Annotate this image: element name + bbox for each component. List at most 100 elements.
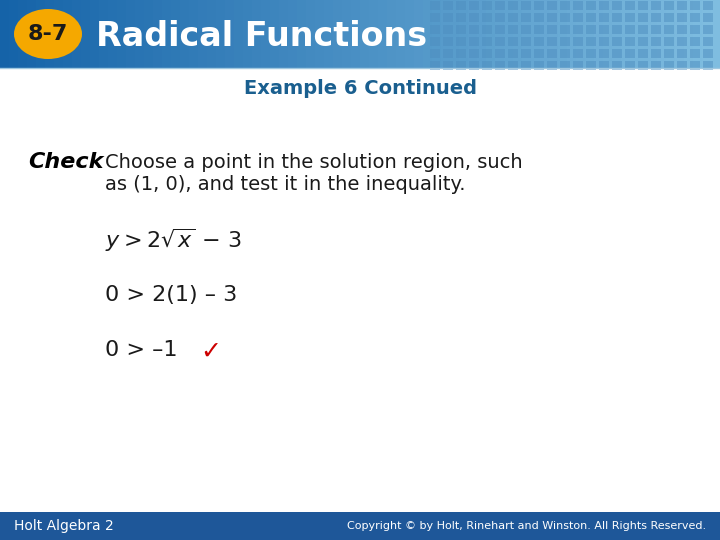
Bar	[690, 13, 700, 22]
Bar	[189, 0, 199, 68]
Bar	[468, 0, 478, 68]
Bar	[0, 512, 720, 540]
Bar	[573, 49, 583, 58]
Bar	[456, 25, 466, 34]
Bar	[414, 0, 424, 68]
Bar	[560, 37, 570, 46]
Bar	[558, 0, 568, 68]
Bar	[612, 1, 622, 10]
Bar	[651, 1, 661, 10]
Bar	[495, 13, 505, 22]
Bar	[443, 49, 453, 58]
Bar	[90, 0, 100, 68]
Bar	[521, 61, 531, 70]
Bar	[664, 25, 674, 34]
Bar	[482, 1, 492, 10]
Bar	[534, 1, 544, 10]
Bar	[534, 37, 544, 46]
Bar	[443, 37, 453, 46]
Bar	[625, 49, 635, 58]
Bar	[443, 1, 453, 10]
Bar	[599, 25, 609, 34]
Text: 8-7: 8-7	[28, 24, 68, 44]
Bar	[703, 25, 713, 34]
Bar	[456, 13, 466, 22]
Bar	[225, 0, 235, 68]
Bar	[586, 49, 596, 58]
Bar	[521, 25, 531, 34]
Bar	[477, 0, 487, 68]
Bar	[651, 61, 661, 70]
Bar	[18, 0, 28, 68]
Bar	[612, 0, 622, 68]
Bar	[677, 49, 687, 58]
Bar	[508, 25, 518, 34]
Bar	[547, 1, 557, 10]
Bar	[351, 0, 361, 68]
Bar	[521, 1, 531, 10]
Bar	[482, 37, 492, 46]
Bar	[135, 0, 145, 68]
Bar	[638, 1, 648, 10]
Bar	[585, 0, 595, 68]
Bar	[534, 61, 544, 70]
Bar	[456, 61, 466, 70]
Bar	[690, 61, 700, 70]
Bar	[625, 61, 635, 70]
Bar	[430, 25, 440, 34]
Text: as (1, 0), and test it in the inequality.: as (1, 0), and test it in the inequality…	[105, 176, 466, 194]
Text: Holt Algebra 2: Holt Algebra 2	[14, 519, 114, 533]
Bar	[684, 0, 694, 68]
Bar	[703, 1, 713, 10]
Bar	[207, 0, 217, 68]
Bar	[45, 0, 55, 68]
Bar	[521, 49, 531, 58]
Bar	[651, 37, 661, 46]
Bar	[495, 0, 505, 68]
Bar	[657, 0, 667, 68]
Bar	[378, 0, 388, 68]
Bar	[216, 0, 226, 68]
Bar	[651, 25, 661, 34]
Bar	[612, 61, 622, 70]
Bar	[677, 13, 687, 22]
Bar	[625, 1, 635, 10]
Bar	[430, 61, 440, 70]
Bar	[648, 0, 658, 68]
Bar	[450, 0, 460, 68]
Bar	[495, 25, 505, 34]
Bar	[234, 0, 244, 68]
Text: Choose a point in the solution region, such: Choose a point in the solution region, s…	[105, 152, 523, 172]
Bar	[482, 61, 492, 70]
Text: 0 > 2(1) – 3: 0 > 2(1) – 3	[105, 285, 238, 305]
Bar	[333, 0, 343, 68]
Bar	[482, 13, 492, 22]
Bar	[625, 13, 635, 22]
Bar	[482, 49, 492, 58]
Bar	[482, 25, 492, 34]
Bar	[573, 13, 583, 22]
Bar	[495, 1, 505, 10]
Bar	[638, 61, 648, 70]
Bar	[547, 37, 557, 46]
Bar	[625, 37, 635, 46]
Bar	[99, 0, 109, 68]
Bar	[677, 37, 687, 46]
Bar	[599, 37, 609, 46]
Bar	[534, 25, 544, 34]
Bar	[586, 37, 596, 46]
Bar	[513, 0, 523, 68]
Bar	[560, 49, 570, 58]
Bar	[456, 1, 466, 10]
Bar	[369, 0, 379, 68]
Bar	[664, 13, 674, 22]
Bar	[547, 49, 557, 58]
Bar	[664, 37, 674, 46]
Bar	[549, 0, 559, 68]
Bar	[387, 0, 397, 68]
Bar	[297, 0, 307, 68]
Bar	[36, 0, 46, 68]
Bar	[711, 0, 720, 68]
Text: Example 6 Continued: Example 6 Continued	[243, 78, 477, 98]
Bar	[0, 0, 10, 68]
